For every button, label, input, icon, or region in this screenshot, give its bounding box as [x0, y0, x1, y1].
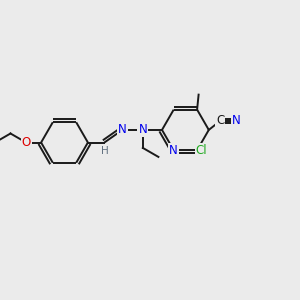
Text: Cl: Cl: [196, 144, 207, 157]
Text: N: N: [232, 114, 241, 128]
Text: N: N: [169, 144, 178, 157]
Text: N: N: [118, 123, 127, 136]
Text: C: C: [216, 114, 224, 128]
Text: H: H: [100, 146, 108, 156]
Text: N: N: [138, 123, 147, 136]
Text: O: O: [22, 136, 31, 149]
